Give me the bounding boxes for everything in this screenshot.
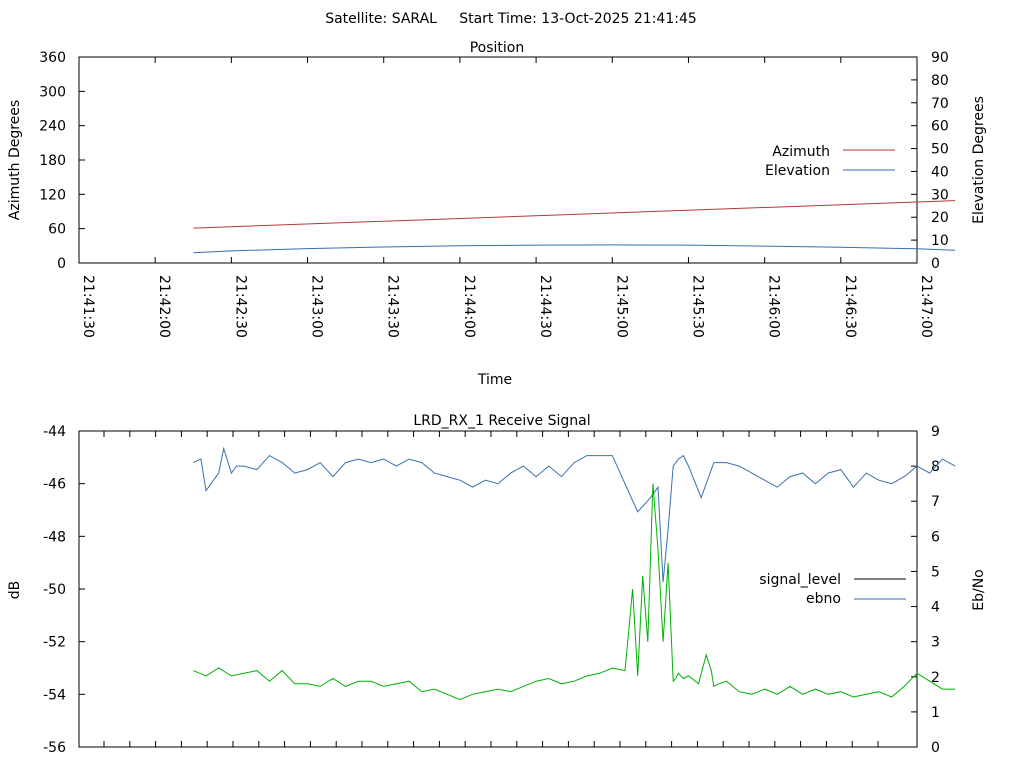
db-tick-labels: -56 -54 -52 -50 -48 -46 -44	[43, 424, 85, 756]
ebno-tick-label: 7	[931, 494, 940, 510]
azimuth-axis-label: Azimuth Degrees	[7, 100, 23, 220]
ebno-tick-label: 4	[931, 600, 940, 616]
azimuth-tick-labels: 0 60 120 180 240 300 360	[39, 50, 85, 272]
received-db-line	[193, 483, 956, 701]
azimuth-tick-label: 180	[39, 153, 66, 169]
signal-x-ticks	[103, 431, 879, 747]
time-tick-label: 21:43:30	[385, 275, 401, 338]
azimuth-tick-label: 360	[39, 50, 66, 66]
elevation-tick-label: 0	[931, 256, 940, 272]
azimuth-tick-label: 300	[39, 84, 66, 100]
elevation-tick-label: 20	[931, 210, 949, 226]
time-tick-labels: 21:41:30 21:42:00 21:42:30 21:43:00 21:43:30…	[78, 57, 934, 338]
elevation-tick-labels: 0 10 20 30 40 50 60 70 80 90	[911, 50, 949, 272]
db-tick-label: -48	[43, 529, 66, 545]
time-tick-label: 21:47:00	[918, 275, 934, 338]
time-tick-label: 21:42:30	[232, 275, 248, 338]
signal-chart: LRD_RX_1 Receive Signal dB Eb/No -56-54-…	[7, 413, 987, 756]
time-tick-label: 21:45:30	[689, 275, 705, 338]
elevation-tick-label: 60	[931, 119, 949, 135]
db-tick-label: -56	[43, 740, 66, 756]
db-tick-label: -44	[43, 424, 66, 440]
legend-label-signal-level: signal_level	[759, 572, 841, 588]
azimuth-tick-label: 60	[48, 222, 66, 238]
position-chart: Position Azimuth Degrees Elevation Degre…	[7, 40, 987, 388]
time-tick-label: 21:43:00	[309, 275, 325, 338]
position-chart-title: Position	[470, 40, 525, 56]
time-tick-label: 21:44:30	[537, 275, 553, 338]
elevation-tick-label: 50	[931, 142, 949, 158]
signal-chart-title: LRD_RX_1 Receive Signal	[413, 413, 590, 429]
ebno-line	[193, 446, 956, 583]
ebno-tick-label: 6	[931, 529, 940, 545]
azimuth-line	[193, 200, 956, 229]
elevation-tick-label: 30	[931, 187, 949, 203]
elevation-tick-label: 70	[931, 96, 949, 112]
position-plot-area	[78, 56, 918, 264]
elevation-tick-label: 10	[931, 233, 949, 249]
db-tick-label: -50	[43, 582, 66, 598]
azimuth-tick-label: 0	[57, 256, 66, 272]
time-tick-label: 21:46:30	[842, 275, 858, 338]
signal-series	[193, 446, 956, 701]
legend-label-ebno: ebno	[806, 591, 841, 607]
ebno-tick-label: 0	[931, 740, 940, 756]
figure-title: Satellite: SARAL Start Time: 13-Oct-2025…	[325, 11, 697, 27]
db-tick-label: -54	[43, 687, 66, 703]
db-tick-label: -46	[43, 477, 66, 493]
time-tick-label: 21:44:00	[461, 275, 477, 338]
ebno-tick-label: 5	[931, 564, 940, 580]
position-series	[193, 200, 956, 254]
time-tick-label: 21:45:00	[613, 275, 629, 338]
elevation-line	[193, 244, 956, 254]
ebno-axis-label: Eb/No	[971, 569, 987, 611]
signal-legend: signal_level ebno	[759, 572, 906, 607]
ebno-tick-label: 2	[931, 670, 940, 686]
position-x-axis-label: Time	[477, 372, 512, 388]
legend-label-azimuth: Azimuth	[772, 144, 830, 160]
legend-label-elevation: Elevation	[765, 163, 830, 179]
db-tick-label: -52	[43, 635, 66, 651]
elevation-axis-label: Elevation Degrees	[971, 96, 987, 224]
db-axis-label: dB	[7, 581, 23, 600]
elevation-tick-label: 40	[931, 164, 949, 180]
time-tick-label: 21:46:00	[766, 275, 782, 338]
ebno-tick-label: 3	[931, 635, 940, 651]
ebno-tick-label: 9	[931, 424, 940, 440]
position-legend: Azimuth Elevation	[765, 144, 895, 179]
time-tick-label: 21:41:30	[80, 275, 96, 338]
time-tick-label: 21:42:00	[156, 275, 172, 338]
ebno-tick-label: 1	[931, 705, 940, 721]
azimuth-tick-label: 120	[39, 187, 66, 203]
elevation-tick-label: 90	[931, 50, 949, 66]
azimuth-tick-label: 240	[39, 119, 66, 135]
elevation-tick-label: 80	[931, 73, 949, 89]
signal-plot-area	[78, 430, 918, 748]
